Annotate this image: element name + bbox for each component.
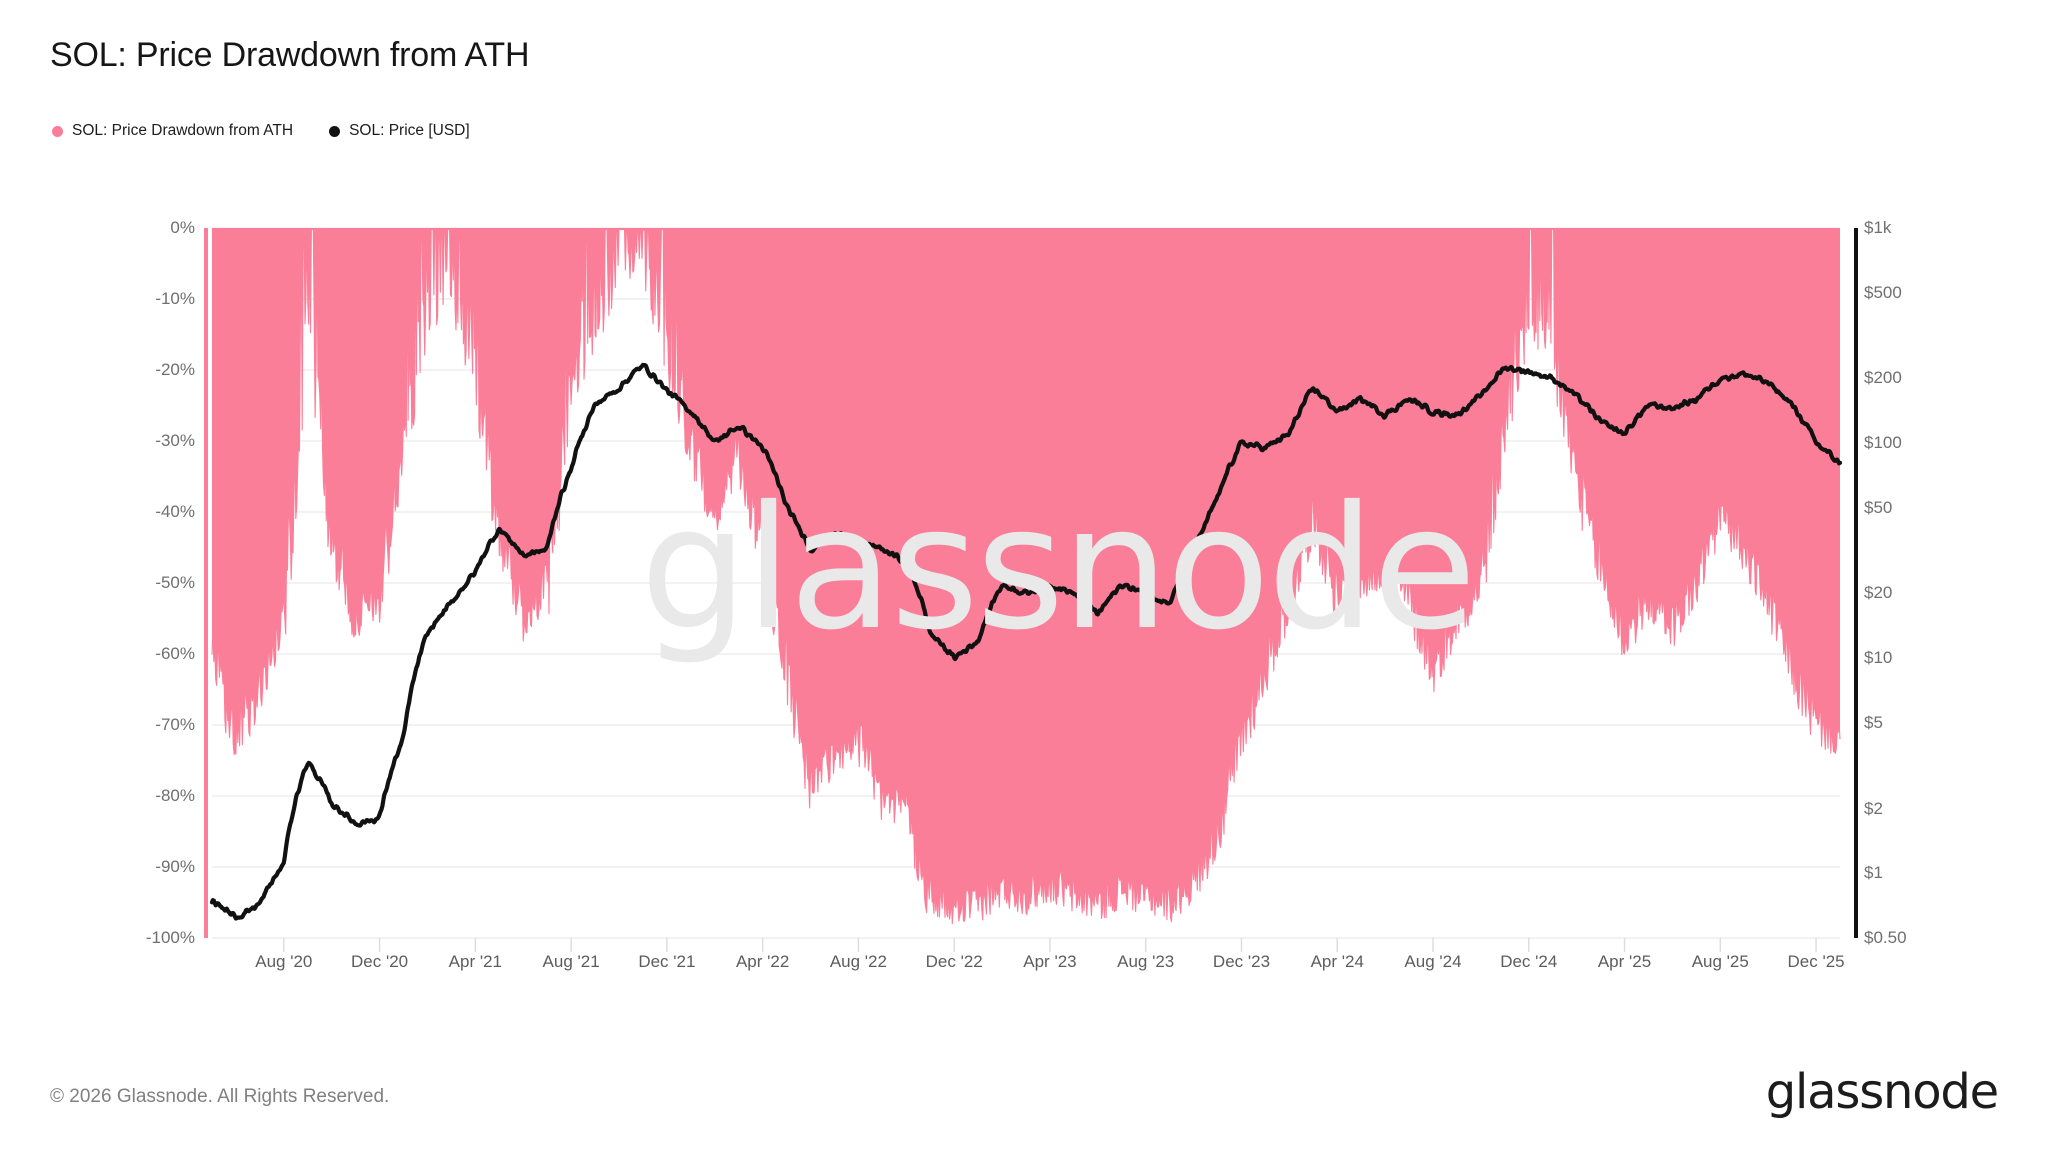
y-axis-left-tick: -90%: [155, 857, 195, 876]
x-axis-tick: Aug '22: [829, 952, 887, 971]
x-axis-tick: Dec '20: [351, 952, 409, 971]
y-axis-left-tick: -40%: [155, 502, 195, 521]
x-axis-tick: Apr '24: [1310, 952, 1364, 971]
x-axis-tick: Aug '21: [542, 952, 600, 971]
legend-color-swatch-price: [329, 125, 341, 137]
chart-legend: SOL: Price Drawdown from ATH SOL: Price …: [52, 122, 470, 140]
y-axis-right-tick: $500: [1864, 282, 1902, 302]
page-title: SOL: Price Drawdown from ATH: [50, 36, 530, 74]
y-axis-left-tick: -100%: [145, 928, 195, 947]
y-axis-right-tick: $10: [1864, 648, 1893, 668]
y-axis-left-tick: -80%: [155, 786, 195, 805]
y-axis-left-labels: 0% -10% -20% -30% -40% -50% -60% -70% -80% -90% -1…: [60, 0, 195, 1010]
x-axis-tick: Apr '23: [1023, 952, 1077, 971]
x-axis-tick: Dec '22: [925, 952, 983, 971]
x-axis-labels: Aug '20 Dec '20 Apr '21 Aug '21 Dec '21 Apr '…: [0, 952, 2048, 998]
x-axis-tick: Aug '24: [1404, 952, 1462, 971]
y-axis-right-tick: $1: [1864, 863, 1883, 883]
y-axis-left-tick: -60%: [155, 644, 195, 663]
y-axis-left-tick: -50%: [155, 573, 195, 592]
x-axis-tick: Aug '23: [1117, 952, 1175, 971]
chart-plot-area[interactable]: glassnode 0% -10% -20% -30% -40% -50% -60% -70%…: [0, 0, 2048, 1010]
y-axis-left-tick: 0%: [170, 218, 195, 237]
y-axis-left-tick: -30%: [155, 431, 195, 450]
legend-color-swatch-drawdown: [52, 125, 63, 137]
x-axis-tick: Dec '24: [1500, 952, 1558, 971]
y-axis-right-tick: $2: [1864, 798, 1883, 818]
x-axis-tick: Dec '25: [1787, 952, 1845, 971]
x-axis-tick: Aug '20: [255, 952, 313, 971]
glassnode-logo: glassnode: [1765, 1064, 1999, 1120]
x-axis-tick: Dec '21: [638, 952, 696, 971]
y-axis-right-tick: $1k: [1864, 218, 1892, 237]
glassnode-watermark: glassnode: [640, 470, 1477, 668]
y-axis-left-tick: -70%: [155, 715, 195, 734]
y-axis-right-tick: $50: [1864, 497, 1893, 517]
y-axis-right-tick: $200: [1864, 368, 1902, 388]
chart-svg: [204, 227, 1858, 952]
y-axis-left-tick: -10%: [155, 289, 195, 308]
y-axis-right-labels: $1k $500 $200 $100 $50 $20 $10 $5 $2 $1 $0.50: [1864, 0, 2024, 1010]
x-axis-tick: Dec '23: [1212, 952, 1271, 971]
footer-copyright: © 2026 Glassnode. All Rights Reserved.: [50, 1086, 390, 1107]
legend-label-price: SOL: Price [USD]: [349, 122, 470, 139]
legend-item-drawdown[interactable]: SOL: Price Drawdown from ATH: [52, 122, 293, 140]
legend-item-price[interactable]: SOL: Price [USD]: [329, 122, 470, 140]
y-axis-right-tick: $100: [1864, 433, 1902, 453]
x-axis-tick: Aug '25: [1691, 952, 1749, 971]
y-axis-right-tick: $5: [1864, 712, 1883, 732]
y-axis-left-tick: -20%: [155, 360, 195, 379]
legend-label-drawdown: SOL: Price Drawdown from ATH: [72, 122, 294, 139]
x-axis-tick: Apr '21: [448, 952, 503, 971]
y-axis-right-tick: $0.50: [1864, 928, 1907, 947]
x-axis-tick: Apr '22: [735, 952, 790, 971]
x-axis-tick: Apr '25: [1597, 952, 1652, 971]
y-axis-right-tick: $20: [1864, 583, 1893, 603]
